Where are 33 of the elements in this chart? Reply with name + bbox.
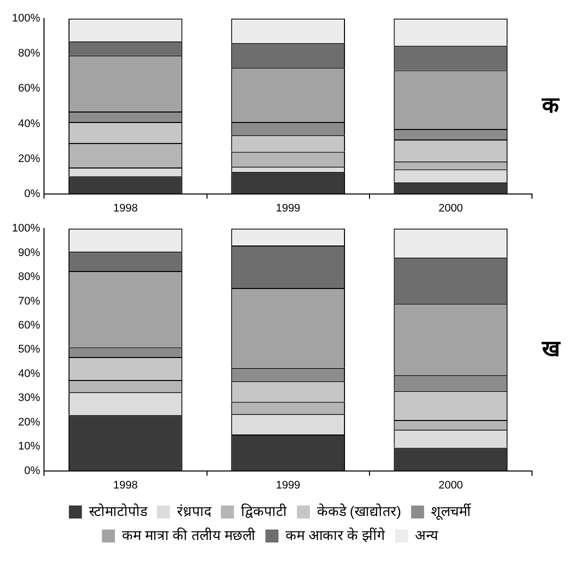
legend-label: स्टोमाटोपोड bbox=[88, 502, 148, 519]
x-tick-label: 2000 bbox=[438, 202, 463, 214]
y-tick-label: 0% bbox=[24, 464, 40, 477]
y-tick-label: 70% bbox=[18, 295, 40, 308]
y-tick-label: 80% bbox=[18, 271, 40, 284]
x-tick-label: 2000 bbox=[438, 479, 463, 492]
y-tick-label: 0% bbox=[24, 188, 40, 200]
y-tick-label: 50% bbox=[18, 344, 40, 356]
legend-label: अन्य bbox=[415, 526, 440, 543]
legend-label: रंध्रपाद bbox=[176, 502, 212, 519]
y-tick-label: 60% bbox=[18, 82, 40, 95]
y-tick-label: 100% bbox=[12, 222, 40, 235]
y-tick-label: 80% bbox=[18, 48, 40, 60]
y-tick-label: 40% bbox=[18, 368, 40, 380]
x-tick-label: 1998 bbox=[113, 479, 138, 492]
y-tick-label: 30% bbox=[18, 392, 40, 404]
y-tick-label: 40% bbox=[18, 118, 40, 130]
legend-label: द्विकपाटी bbox=[240, 502, 287, 519]
y-tick-label: 100% bbox=[12, 12, 40, 25]
y-tick-label: 20% bbox=[18, 416, 40, 428]
text: ख bbox=[541, 336, 561, 361]
y-tick-label: 90% bbox=[18, 246, 40, 259]
y-tick-label: 10% bbox=[18, 440, 40, 453]
x-tick-label: 1999 bbox=[276, 479, 300, 492]
legend-label: कम आकार के झींगे bbox=[285, 526, 386, 543]
y-tick-label: 60% bbox=[18, 320, 40, 332]
legend-label: शूलचर्मी bbox=[431, 502, 472, 520]
legend-label: कम मात्रा की तलीय मछली bbox=[122, 526, 256, 543]
x-tick-label: 1998 bbox=[113, 202, 138, 214]
y-tick-label: 20% bbox=[18, 152, 40, 165]
x-tick-label: 1999 bbox=[276, 202, 300, 214]
text: क bbox=[541, 92, 560, 118]
legend-label: केकडे (खाद्योतर) bbox=[316, 502, 402, 519]
